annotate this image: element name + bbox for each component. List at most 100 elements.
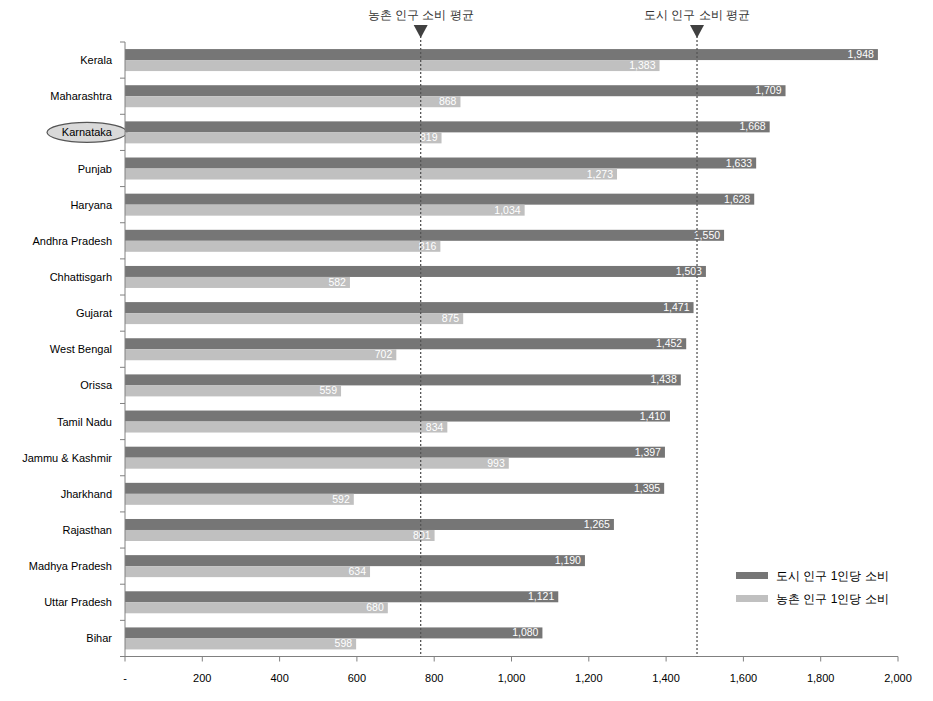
data-label: 1,410 (640, 410, 666, 422)
x-tick (820, 657, 821, 662)
data-label: 1,550 (694, 229, 720, 241)
data-label: 1,190 (555, 554, 581, 566)
bar (125, 241, 440, 252)
data-label: 1,709 (755, 84, 781, 96)
category-label: West Bengal (50, 343, 112, 355)
data-label: 1,628 (724, 193, 750, 205)
reference-label: 도시 인구 소비 평균 (644, 8, 750, 22)
category-label: Chhattisgarh (50, 271, 112, 283)
x-tick (434, 657, 435, 662)
data-label: 1,633 (726, 157, 752, 169)
bar (125, 169, 617, 180)
x-tick-label: 1,000 (498, 672, 526, 684)
data-label: 1,948 (848, 48, 874, 60)
data-label: 1,273 (587, 168, 613, 180)
category-label: Haryana (70, 199, 112, 211)
bar (125, 158, 756, 169)
bars (125, 49, 878, 649)
legend-swatch (736, 572, 768, 579)
category-tick (120, 150, 125, 151)
data-label: 1,503 (676, 265, 702, 277)
data-label: 1,471 (663, 301, 689, 313)
bar (125, 121, 770, 132)
data-label: 868 (439, 95, 457, 107)
data-label: 592 (332, 493, 350, 505)
data-label: 1,452 (656, 337, 682, 349)
x-tick (356, 657, 357, 662)
x-tick (125, 657, 126, 662)
x-tick-label: 800 (425, 672, 443, 684)
bar (125, 374, 681, 385)
bar (125, 349, 396, 360)
x-tick (743, 657, 744, 662)
bar (125, 411, 670, 422)
x-tick (898, 657, 899, 662)
category-label: Tamil Nadu (57, 416, 112, 428)
x-tick-label: 1,600 (730, 672, 758, 684)
data-label: 816 (419, 240, 437, 252)
category-tick (120, 222, 125, 223)
category-label: Orissa (80, 379, 113, 391)
data-label: 1,438 (651, 373, 677, 385)
data-label: 702 (375, 348, 393, 360)
data-label: 834 (426, 421, 444, 433)
data-label: 680 (366, 601, 384, 613)
data-label: 1,265 (584, 518, 610, 530)
data-label: 801 (413, 529, 431, 541)
category-label: Andhra Pradesh (33, 235, 113, 247)
x-tick (666, 657, 667, 662)
x-tick-label: - (123, 672, 127, 684)
bar (125, 205, 525, 216)
category-tick (120, 656, 125, 657)
x-tick (511, 657, 512, 662)
bar (125, 519, 614, 530)
reference-line (420, 36, 421, 657)
data-label: 634 (349, 565, 367, 577)
x-tick-label: 400 (270, 672, 288, 684)
category-tick (120, 511, 125, 512)
bar (125, 96, 460, 107)
category-label: Bihar (86, 632, 112, 644)
data-label: 1,397 (635, 446, 661, 458)
bar (125, 483, 664, 494)
category-label: Jharkhand (61, 488, 112, 500)
category-tick (120, 331, 125, 332)
bar (125, 194, 754, 205)
data-label: 1,121 (528, 590, 554, 602)
x-tick (279, 657, 280, 662)
x-tick-label: 600 (348, 672, 366, 684)
bar (125, 591, 558, 602)
category-tick (120, 620, 125, 621)
category-label: Kerala (80, 54, 113, 66)
category-label: Madhya Pradesh (29, 560, 112, 572)
bar (125, 338, 686, 349)
bar (125, 422, 447, 433)
category-tick (120, 439, 125, 440)
x-tick-label: 2,000 (884, 672, 912, 684)
data-label: 1,080 (512, 626, 538, 638)
category-tick (120, 475, 125, 476)
category-label: Karnataka (62, 126, 113, 138)
bar (125, 60, 660, 71)
data-label: 875 (442, 312, 460, 324)
category-label: Gujarat (76, 307, 112, 319)
legend-label: 농촌 인구 1인당 소비 (776, 592, 889, 606)
category-tick (120, 186, 125, 187)
legend-swatch (736, 595, 768, 602)
reference-marker (414, 25, 428, 38)
bar (125, 385, 341, 396)
category-tick (120, 258, 125, 259)
category-tick (120, 42, 125, 43)
category-label: Rajasthan (62, 524, 112, 536)
category-label: Punjab (78, 163, 112, 175)
bar (125, 313, 463, 324)
legend-label: 도시 인구 1인당 소비 (776, 569, 889, 583)
data-label: 993 (487, 457, 505, 469)
highlight-ellipse (47, 122, 127, 142)
bar (125, 638, 356, 649)
category-tick (120, 367, 125, 368)
category-label: Jammu & Kashmir (22, 452, 112, 464)
category-tick (120, 584, 125, 585)
x-tick-label: 200 (193, 672, 211, 684)
y-axis (125, 42, 126, 657)
